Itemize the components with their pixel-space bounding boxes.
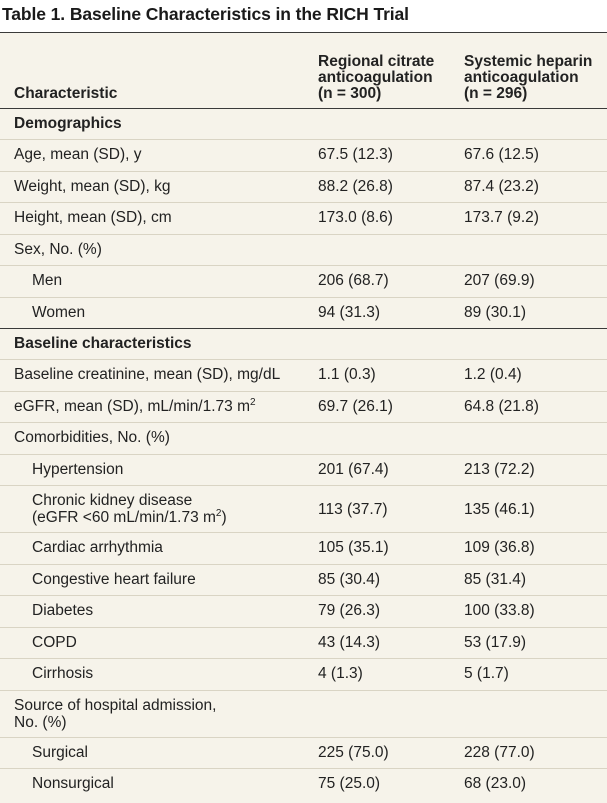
cell-heparin: 109 (36.8) [464, 539, 535, 557]
row-label: Chronic kidney disease (eGFR <60 mL/min/… [0, 486, 304, 533]
cell-citrate: 67.5 (12.3) [318, 146, 393, 164]
row-label: Diabetes [32, 602, 94, 620]
row-label: Weight, mean (SD), kg [14, 177, 171, 195]
table-row-height: Height, mean (SD), cm 173.0 (8.6) 173.7 … [0, 202, 607, 235]
cell-heparin: 228 (77.0) [464, 743, 535, 761]
row-label-line2-text: (eGFR <60 mL/min/1.73 m [32, 509, 216, 526]
header-heparin-line3: (n = 296) [464, 85, 528, 102]
cell-citrate: 69.7 (26.1) [318, 397, 393, 415]
table-row-nonsurgical: Nonsurgical 75 (25.0) 68 (23.0) [0, 768, 607, 800]
cell-heparin: 207 (69.9) [464, 272, 535, 290]
table-row-men: Men 206 (68.7) 207 (69.9) [0, 265, 607, 298]
cell-heparin: 5 (1.7) [464, 665, 509, 683]
section-demographics: Demographics [14, 115, 122, 132]
row-label-line2: (eGFR <60 mL/min/1.73 m2) [32, 507, 304, 526]
header-row: Characteristic Regional citrate anticoag… [0, 33, 607, 109]
cell-citrate: 105 (35.1) [318, 539, 389, 557]
section-row-baseline: Baseline characteristics [0, 328, 607, 360]
superscript: 2 [215, 507, 222, 519]
cell-citrate: 79 (26.3) [318, 602, 381, 620]
cell-heparin: 135 (46.1) [464, 500, 535, 518]
row-label: Cardiac arrhythmia [32, 539, 163, 557]
row-label-text: eGFR, mean (SD), mL/min/1.73 m [14, 397, 251, 415]
row-label: Sex, No. (%) [14, 240, 102, 258]
cell-citrate: 113 (37.7) [318, 500, 388, 518]
header-heparin-line1: Systemic heparin [464, 53, 593, 70]
cell-heparin: 64.8 (21.8) [464, 397, 539, 415]
cell-heparin: 68 (23.0) [464, 775, 527, 793]
row-label: Surgical [32, 743, 88, 761]
row-label-line2: No. (%) [14, 713, 67, 731]
header-heparin-line2: anticoagulation [464, 69, 579, 86]
header-citrate-line2: anticoagulation [318, 69, 433, 86]
table-row-source: Source of hospital admission, No. (%) [0, 690, 607, 737]
section-row-demographics: Demographics [0, 109, 607, 140]
header-characteristic: Characteristic [14, 85, 118, 102]
row-label-line1: Source of hospital admission, [14, 696, 217, 714]
table-row-women: Women 94 (31.3) 89 (30.1) [0, 297, 607, 329]
row-label-line2-end: ) [221, 509, 227, 526]
row-label: Comorbidities, No. (%) [14, 429, 170, 447]
row-label-line1: Chronic kidney disease [32, 492, 193, 509]
table-row-weight: Weight, mean (SD), kg 88.2 (26.8) 87.4 (… [0, 171, 607, 203]
cell-heparin: 100 (33.8) [464, 602, 535, 620]
cell-citrate: 94 (31.3) [318, 303, 381, 321]
cell-citrate: 85 (30.4) [318, 570, 381, 588]
table-row-arrhythmia: Cardiac arrhythmia 105 (35.1) 109 (36.8) [0, 532, 607, 565]
cell-citrate: 225 (75.0) [318, 743, 389, 761]
cell-citrate: 206 (68.7) [318, 272, 389, 290]
header-heparin: Systemic heparin anticoagulation (n = 29… [456, 33, 607, 109]
row-label: Height, mean (SD), cm [14, 209, 172, 227]
row-label: Men [32, 272, 63, 290]
cell-heparin: 53 (17.9) [464, 633, 527, 651]
cell-citrate: 88.2 (26.8) [318, 177, 393, 195]
table-row-egfr: eGFR, mean (SD), mL/min/1.73 m2 69.7 (26… [0, 391, 607, 423]
table-row-ckd: Chronic kidney disease (eGFR <60 mL/min/… [0, 485, 607, 533]
row-label: Women [32, 303, 86, 321]
superscript: 2 [250, 396, 256, 408]
cell-citrate: 43 (14.3) [318, 633, 381, 651]
cell-citrate: 4 (1.3) [318, 665, 363, 683]
table-row-sex: Sex, No. (%) [0, 234, 607, 266]
row-label: Congestive heart failure [32, 570, 196, 588]
table-row-chf: Congestive heart failure 85 (30.4) 85 (3… [0, 564, 607, 596]
cell-heparin: 67.6 (12.5) [464, 146, 539, 164]
table-row-creatinine: Baseline creatinine, mean (SD), mg/dL 1.… [0, 359, 607, 392]
table-row-diabetes: Diabetes 79 (26.3) 100 (33.8) [0, 595, 607, 628]
cell-citrate: 173.0 (8.6) [318, 209, 393, 227]
table-row-age: Age, mean (SD), y 67.5 (12.3) 67.6 (12.5… [0, 139, 607, 172]
row-label: Age, mean (SD), y [14, 146, 142, 164]
row-label: Nonsurgical [32, 775, 114, 793]
header-citrate-line3: (n = 300) [318, 85, 382, 102]
table-title: Table 1. Baseline Characteristics in the… [2, 4, 409, 24]
table-row-comorbidities: Comorbidities, No. (%) [0, 422, 607, 455]
cell-citrate: 201 (67.4) [318, 460, 389, 478]
row-label: eGFR, mean (SD), mL/min/1.73 m2 [0, 391, 304, 423]
row-label: Cirrhosis [32, 665, 94, 683]
table-row-hypertension: Hypertension 201 (67.4) 213 (72.2) [0, 454, 607, 486]
row-label: Hypertension [32, 460, 124, 478]
cell-heparin: 1.2 (0.4) [464, 366, 522, 384]
row-label: Source of hospital admission, No. (%) [0, 690, 607, 737]
cell-heparin: 173.7 (9.2) [464, 209, 539, 227]
cell-citrate: 1.1 (0.3) [318, 366, 376, 384]
header-citrate-line1: Regional citrate [318, 53, 435, 70]
cell-citrate: 75 (25.0) [318, 775, 381, 793]
baseline-table: Characteristic Regional citrate anticoag… [0, 32, 607, 803]
cell-heparin: 87.4 (23.2) [464, 177, 539, 195]
table-row-surgical: Surgical 225 (75.0) 228 (77.0) [0, 737, 607, 769]
table-row-copd: COPD 43 (14.3) 53 (17.9) [0, 627, 607, 659]
cell-heparin: 213 (72.2) [464, 460, 535, 478]
header-citrate: Regional citrate anticoagulation (n = 30… [304, 33, 456, 109]
cell-heparin: 89 (30.1) [464, 303, 527, 321]
cell-heparin: 85 (31.4) [464, 570, 527, 588]
row-label: Baseline creatinine, mean (SD), mg/dL [14, 366, 281, 384]
section-baseline: Baseline characteristics [14, 335, 192, 352]
row-label: COPD [32, 633, 77, 651]
table-row-cirrhosis: Cirrhosis 4 (1.3) 5 (1.7) [0, 658, 607, 691]
